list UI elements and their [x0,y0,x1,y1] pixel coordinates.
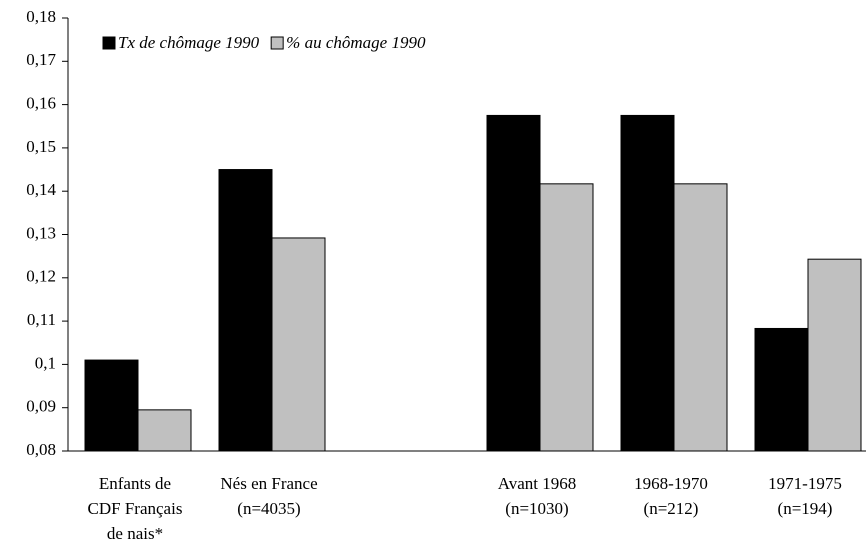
y-tick-label: 0,09 [26,397,56,416]
x-tick-label: Nés en France [220,474,317,493]
x-tick-label: CDF Français [88,499,183,518]
x-tick-label: (n=212) [644,499,699,518]
legend-swatch [270,36,284,50]
bar [620,114,675,452]
legend-swatch [102,36,116,50]
bar [807,258,862,452]
y-tick-label: 0,12 [26,267,56,286]
x-tick-label: 1968-1970 [634,474,708,493]
bar [271,237,326,452]
y-tick-label: 0,13 [26,223,56,242]
y-tick-label: 0,11 [27,310,56,329]
bar [486,114,541,452]
x-tick-label: 1971-1975 [768,474,842,493]
legend-text: % au chômage 1990 [286,33,426,52]
bar [84,359,139,452]
y-tick-label: 0,1 [35,353,56,372]
legend-text: Tx de chômage 1990 [118,33,260,52]
bar [754,327,809,452]
y-tick-label: 0,17 [26,50,56,69]
x-tick-label: Enfants de [99,474,171,493]
y-tick-label: 0,15 [26,137,56,156]
y-tick-label: 0,14 [26,180,56,199]
y-tick-label: 0,08 [26,440,56,459]
x-tick-label: (n=4035) [237,499,300,518]
x-tick-label: de nais* [107,524,163,543]
x-tick-label: Avant 1968 [498,474,577,493]
bar [137,409,192,452]
y-tick-label: 0,18 [26,7,56,26]
bar [218,169,273,452]
x-tick-label: (n=1030) [505,499,568,518]
bar [673,183,728,452]
y-tick-label: 0,16 [26,94,56,113]
bar [539,183,594,452]
x-tick-label: (n=194) [778,499,833,518]
